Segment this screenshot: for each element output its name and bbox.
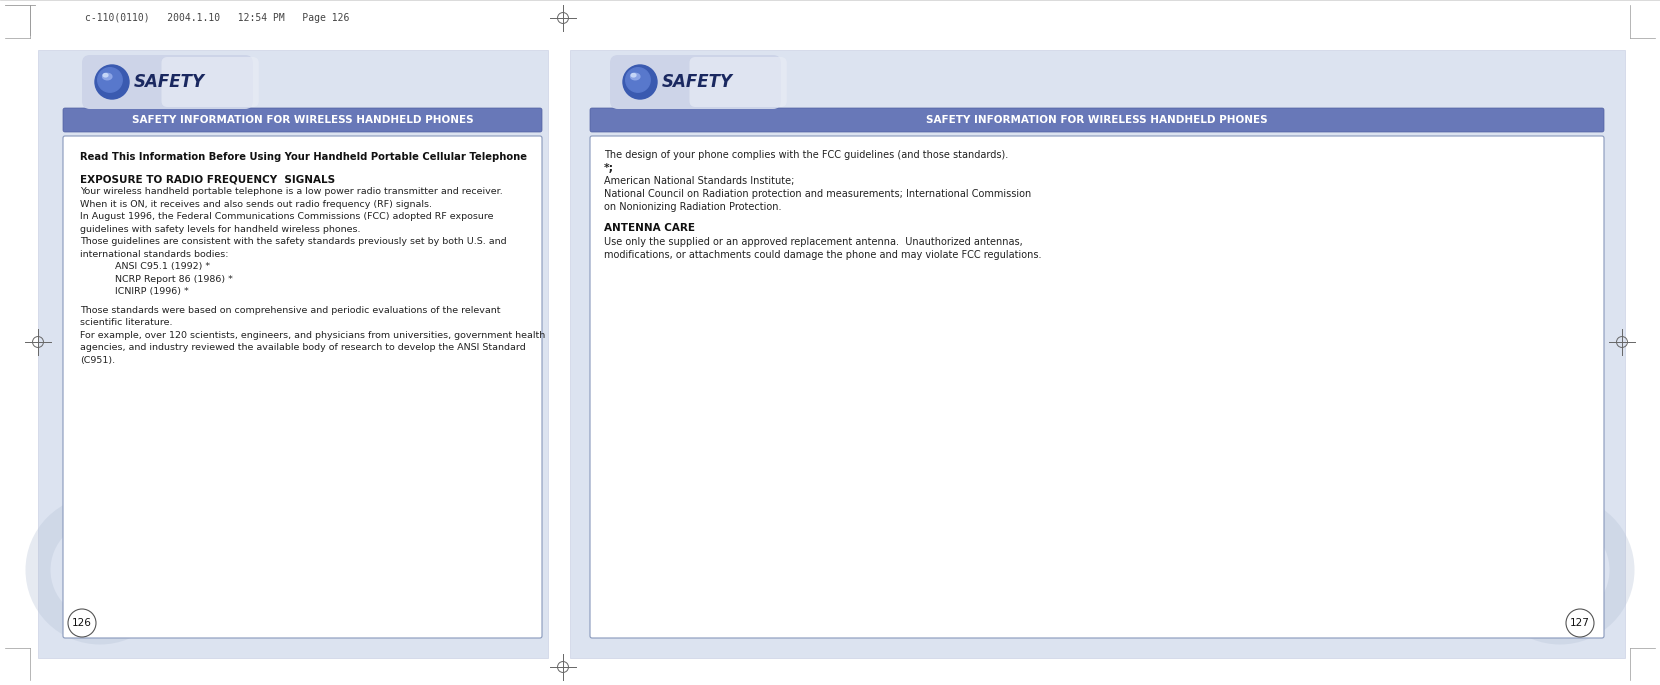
- FancyBboxPatch shape: [609, 55, 780, 109]
- Ellipse shape: [631, 73, 636, 77]
- Circle shape: [98, 68, 123, 92]
- Text: 127: 127: [1570, 618, 1590, 628]
- Text: When it is ON, it receives and also sends out radio frequency (RF) signals.: When it is ON, it receives and also send…: [80, 199, 432, 208]
- Bar: [38, 50, 548, 658]
- Text: scientific literature.: scientific literature.: [80, 318, 173, 327]
- FancyBboxPatch shape: [63, 136, 543, 638]
- Text: Use only the supplied or an approved replacement antenna.  Unauthorized antennas: Use only the supplied or an approved rep…: [604, 237, 1023, 247]
- Text: SAFETY: SAFETY: [662, 73, 734, 91]
- FancyBboxPatch shape: [161, 57, 259, 107]
- Text: National Council on Radiation protection and measurements; International Commiss: National Council on Radiation protection…: [604, 189, 1031, 199]
- Text: NCRP Report 86 (1986) *: NCRP Report 86 (1986) *: [115, 275, 232, 284]
- Text: modifications, or attachments could damage the phone and may violate FCC regulat: modifications, or attachments could dama…: [604, 250, 1041, 260]
- FancyBboxPatch shape: [81, 55, 252, 109]
- Ellipse shape: [103, 73, 111, 79]
- Text: on Nonionizing Radiation Protection.: on Nonionizing Radiation Protection.: [604, 202, 782, 212]
- Text: ICNIRP (1996) *: ICNIRP (1996) *: [115, 287, 189, 296]
- Text: Read This Information Before Using Your Handheld Portable Cellular Telephone: Read This Information Before Using Your …: [80, 152, 526, 162]
- Circle shape: [95, 65, 129, 99]
- Ellipse shape: [103, 73, 108, 77]
- Circle shape: [626, 68, 651, 92]
- Text: ANSI C95.1 (1992) *: ANSI C95.1 (1992) *: [115, 262, 211, 271]
- Text: guidelines with safety levels for handheld wireless phones.: guidelines with safety levels for handhe…: [80, 225, 360, 234]
- Text: SAFETY INFORMATION FOR WIRELESS HANDHELD PHONES: SAFETY INFORMATION FOR WIRELESS HANDHELD…: [926, 115, 1268, 125]
- Bar: [569, 50, 1625, 658]
- Text: The design of your phone complies with the FCC guidelines (and those standards).: The design of your phone complies with t…: [604, 150, 1008, 160]
- FancyBboxPatch shape: [589, 136, 1604, 638]
- Circle shape: [622, 65, 657, 99]
- FancyBboxPatch shape: [589, 108, 1604, 132]
- FancyBboxPatch shape: [63, 108, 543, 132]
- Text: American National Standards Institute;: American National Standards Institute;: [604, 176, 795, 186]
- Text: Those guidelines are consistent with the safety standards previously set by both: Those guidelines are consistent with the…: [80, 237, 506, 246]
- Text: (C951).: (C951).: [80, 356, 115, 364]
- Text: agencies, and industry reviewed the available body of research to develop the AN: agencies, and industry reviewed the avai…: [80, 343, 526, 352]
- Text: SAFETY: SAFETY: [134, 73, 204, 91]
- Text: EXPOSURE TO RADIO FREQUENCY  SIGNALS: EXPOSURE TO RADIO FREQUENCY SIGNALS: [80, 174, 335, 184]
- Text: For example, over 120 scientists, engineers, and physicians from universities, g: For example, over 120 scientists, engine…: [80, 330, 544, 340]
- Text: 126: 126: [71, 618, 91, 628]
- Text: Those standards were based on comprehensive and periodic evaluations of the rele: Those standards were based on comprehens…: [80, 306, 501, 314]
- Text: *;: *;: [604, 163, 614, 173]
- Text: SAFETY INFORMATION FOR WIRELESS HANDHELD PHONES: SAFETY INFORMATION FOR WIRELESS HANDHELD…: [131, 115, 473, 125]
- FancyBboxPatch shape: [689, 57, 787, 107]
- Text: international standards bodies:: international standards bodies:: [80, 249, 229, 258]
- Ellipse shape: [631, 73, 639, 79]
- Text: Your wireless handheld portable telephone is a low power radio transmitter and r: Your wireless handheld portable telephon…: [80, 187, 503, 196]
- Text: c-110(0110)   2004.1.10   12:54 PM   Page 126: c-110(0110) 2004.1.10 12:54 PM Page 126: [85, 13, 349, 23]
- Text: In August 1996, the Federal Communications Commissions (FCC) adopted RF exposure: In August 1996, the Federal Communicatio…: [80, 212, 493, 221]
- Text: ANTENNA CARE: ANTENNA CARE: [604, 223, 696, 233]
